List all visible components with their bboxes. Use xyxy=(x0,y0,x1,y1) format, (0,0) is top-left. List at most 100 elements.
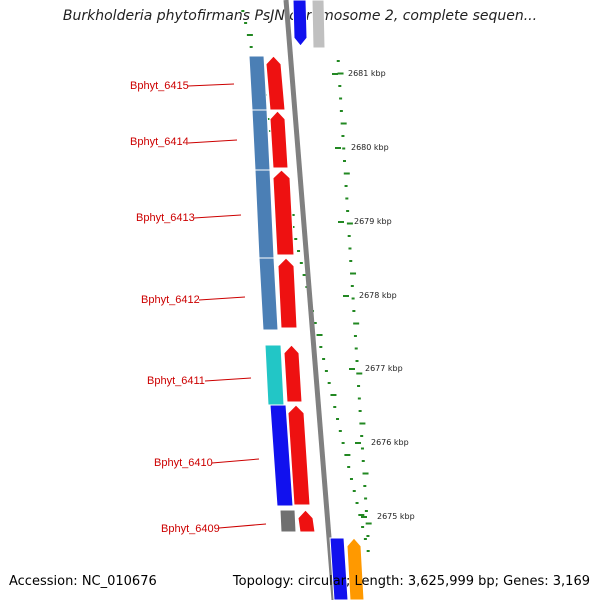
gc-skew-mark xyxy=(364,510,368,512)
gene-leader-line xyxy=(187,139,238,144)
accession-text: Accession: NC_010676 xyxy=(9,574,157,589)
gc-skew-mark xyxy=(357,397,361,400)
gc-skew-mark xyxy=(356,372,363,375)
gene-label: Bphyt_6410 xyxy=(154,457,213,469)
scale-tick-label: 2678 kbp xyxy=(359,291,397,300)
cds-red-arrow xyxy=(277,257,298,329)
gc-skew-mark xyxy=(358,514,365,516)
gc-skew-mark xyxy=(366,550,370,552)
gc-skew-mark xyxy=(336,418,340,420)
gc-skew-mark xyxy=(319,346,323,348)
gc-skew-mark xyxy=(352,310,356,312)
gc-skew-mark xyxy=(330,394,337,396)
cds-gray xyxy=(279,509,297,533)
cds-red-arrow xyxy=(269,110,289,169)
topology-summary-text: Topology: circular; Length: 3,625,999 bp… xyxy=(232,574,590,589)
gc-skew-mark xyxy=(361,526,365,528)
cds-steel-blue xyxy=(258,257,279,331)
gc-skew-mark xyxy=(246,34,253,36)
gc-skew-mark xyxy=(338,85,342,87)
gc-skew-mark xyxy=(362,472,369,475)
gc-skew-mark xyxy=(299,262,303,264)
cds-orange-bottom xyxy=(346,537,365,600)
scale-tick-mark xyxy=(355,442,361,444)
gc-skew-mark xyxy=(361,460,365,462)
feature-track xyxy=(248,0,365,600)
gc-skew-mark xyxy=(297,250,301,252)
scale-tick-label: 2681 kbp xyxy=(348,69,386,78)
gc-skew-mark xyxy=(353,322,360,325)
gc-skew-mark xyxy=(348,247,352,250)
gc-skew-mark xyxy=(324,370,328,372)
gc-skew-mark xyxy=(354,347,358,350)
cds-red-arrow xyxy=(265,55,286,111)
gc-skew-mark xyxy=(339,110,343,112)
cds-blue-bottom xyxy=(329,537,349,600)
scale-tick-label: 2680 kbp xyxy=(351,143,389,152)
gc-skew-mark xyxy=(365,522,372,525)
cds-red-arrow xyxy=(272,169,295,256)
gene-leader-line xyxy=(187,83,235,87)
gc-skew-mark xyxy=(327,382,331,384)
gc-skew-mark xyxy=(360,447,364,450)
gc-skew-mark xyxy=(322,358,326,360)
gc-skew-mark xyxy=(343,172,350,175)
scale-tick-label: 2676 kbp xyxy=(371,438,409,447)
gene-label: Bphyt_6414 xyxy=(130,136,189,148)
gc-skew-mark xyxy=(338,430,342,432)
scale-tick-mark xyxy=(335,147,341,149)
gc-skew-mark xyxy=(344,454,351,456)
gc-skew-mark xyxy=(336,60,340,62)
gc-skew-mark xyxy=(358,410,362,412)
scale-tick-mark xyxy=(361,516,367,518)
gene-labels: Bphyt_6415 Bphyt_6414 Bphyt_6413 Bphyt_6412… xyxy=(130,80,267,535)
gc-skew-mark xyxy=(341,135,345,137)
gene-label: Bphyt_6409 xyxy=(161,523,220,535)
gene-label: Bphyt_6413 xyxy=(136,212,195,224)
gene-leader-line xyxy=(193,214,242,219)
cds-blue xyxy=(269,404,294,507)
gc-skew-mark xyxy=(353,335,357,337)
gc-skew-mark xyxy=(366,535,370,537)
scale-ticks: 2681 kbp 2680 kbp 2679 kbp 2678 kbp 2677 kbp… xyxy=(332,69,415,521)
gene-leader-line xyxy=(211,458,260,464)
backbone-line xyxy=(283,0,337,600)
gc-skew-mark xyxy=(349,260,353,262)
gc-skew-mark xyxy=(347,235,351,237)
gc-skew-mark xyxy=(360,435,364,437)
scale-tick-label: 2677 kbp xyxy=(365,364,403,373)
gc-skew-inner-track xyxy=(336,60,372,537)
gc-skew-mark xyxy=(313,322,317,324)
gc-skew-mark xyxy=(351,297,355,300)
cds-cyan xyxy=(264,344,285,406)
scale-tick-mark xyxy=(338,221,344,223)
gc-skew-mark xyxy=(346,210,350,212)
gc-skew-mark xyxy=(346,222,353,225)
gc-skew-mark xyxy=(249,46,253,48)
scale-tick-mark xyxy=(349,368,355,370)
gc-skew-mark xyxy=(345,197,349,200)
gene-label: Bphyt_6412 xyxy=(141,294,200,306)
gc-skew-mark xyxy=(244,22,248,24)
gc-skew-mark xyxy=(343,160,346,162)
gc-skew-mark xyxy=(355,502,359,504)
gc-skew-mark xyxy=(294,238,298,240)
gc-skew-mark xyxy=(339,97,343,100)
gc-skew-mark xyxy=(241,10,245,12)
gc-skew-mark xyxy=(355,360,359,362)
gc-skew-mark xyxy=(347,466,351,468)
chromosome-backbone xyxy=(283,0,337,600)
gene-leader-line xyxy=(198,296,246,301)
gc-skew-mark xyxy=(359,422,366,425)
gc-skew-mark xyxy=(352,490,356,492)
gc-skew-mark xyxy=(333,406,337,408)
cds-red-arrow xyxy=(297,509,316,533)
gc-skew-mark xyxy=(350,285,354,287)
scale-tick-mark xyxy=(332,73,338,75)
cds-gray-top xyxy=(311,0,326,49)
scale-tick-label: 2675 kbp xyxy=(377,512,415,521)
gc-skew-mark xyxy=(363,538,367,540)
gc-skew-mark xyxy=(350,272,357,275)
